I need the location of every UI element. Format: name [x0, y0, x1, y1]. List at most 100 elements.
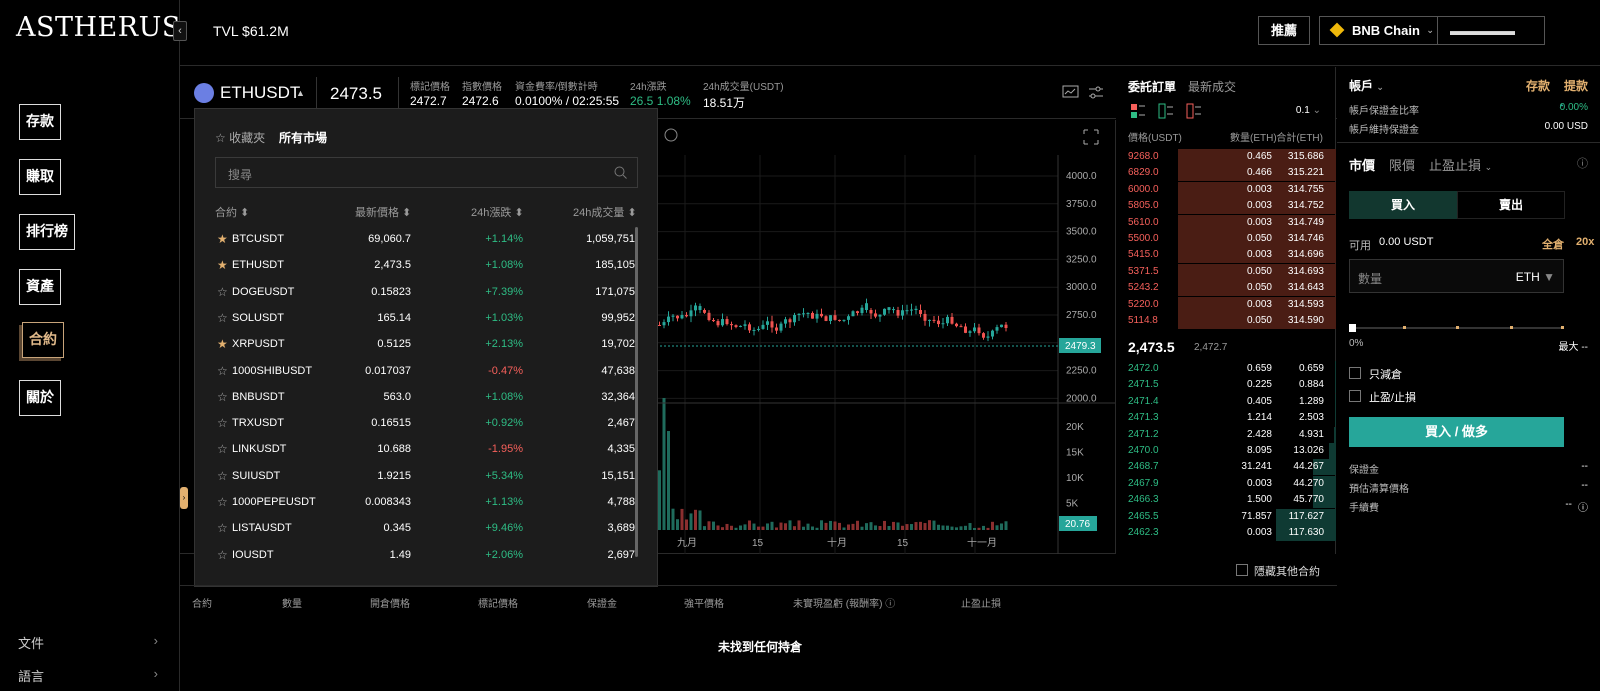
- submit-buy-button[interactable]: 買入 / 做多: [1349, 417, 1564, 447]
- bid-row[interactable]: 2470.0 8.095 13.026: [1116, 443, 1336, 459]
- chart-drawer-handle[interactable]: ›: [180, 487, 188, 509]
- withdraw-link[interactable]: 提款: [1563, 79, 1588, 93]
- star-icon[interactable]: ☆: [217, 547, 228, 562]
- star-icon[interactable]: ☆: [217, 468, 228, 483]
- star-icon[interactable]: ☆: [217, 389, 228, 404]
- info-icon[interactable]: ⓘ: [1577, 158, 1588, 170]
- star-icon[interactable]: ★: [217, 232, 228, 246]
- market-row[interactable]: ☆ DOGEUSDT 0.15823 +7.39% 171,075: [195, 280, 643, 306]
- star-icon[interactable]: ☆: [217, 284, 228, 299]
- chart-type-icon[interactable]: [1062, 85, 1080, 101]
- market-row[interactable]: ☆ SOLUSDT 165.14 +1.03% 99,952: [195, 306, 643, 332]
- symbol-selector[interactable]: ETHUSDT: [220, 83, 301, 102]
- price-chart[interactable]: 4000.03750.03500.03250.03000.02750.02500…: [180, 120, 1116, 554]
- market-row[interactable]: ☆ IOUSDT 1.49 +2.06% 2,697: [195, 543, 643, 569]
- logo[interactable]: ASTHERUS: [16, 12, 181, 43]
- bid-row[interactable]: 2471.3 1.214 2.503: [1116, 410, 1336, 427]
- market-row[interactable]: ☆ 1000PEPEUSDT 0.008343 +1.13% 4,788: [195, 490, 643, 516]
- bid-row[interactable]: 2468.7 31.241 44.267: [1116, 459, 1336, 476]
- ask-row[interactable]: 5415.0 0.003 314.696: [1116, 247, 1336, 264]
- star-icon[interactable]: ☆: [217, 416, 228, 431]
- bid-row[interactable]: 2462.3 0.003 117.630: [1116, 525, 1336, 541]
- market-row[interactable]: ☆ BNBUSDT 563.0 +1.08% 32,364: [195, 385, 643, 411]
- referral-button[interactable]: 推薦: [1258, 16, 1311, 45]
- leverage-button[interactable]: 20x: [1576, 236, 1595, 248]
- buy-tab[interactable]: 買入: [1349, 191, 1457, 219]
- tpsl-checkbox[interactable]: [1349, 390, 1361, 402]
- bid-row[interactable]: 2467.9 0.003 44.270: [1116, 475, 1336, 492]
- docs-link[interactable]: 文件 ›: [18, 633, 158, 652]
- sidebar-collapse-button[interactable]: ‹: [173, 21, 187, 41]
- market-row[interactable]: ☆ TRXUSDT 0.16515 +0.92% 2,467: [195, 411, 643, 437]
- market-row[interactable]: ★ ETHUSDT 2,473.5 +1.08% 185,105: [195, 253, 643, 279]
- quantity-input[interactable]: 數量 ETH ▼: [1349, 259, 1564, 293]
- precision-select[interactable]: 0.1 ⌄: [1295, 105, 1321, 116]
- book-asks-icon[interactable]: [1186, 103, 1202, 119]
- gear-icon[interactable]: [664, 128, 678, 142]
- ask-row[interactable]: 5220.0 0.003 314.593: [1116, 296, 1336, 313]
- bid-row[interactable]: 2465.5 71.857 117.627: [1116, 508, 1336, 525]
- nav-earn[interactable]: 賺取: [19, 159, 61, 195]
- ask-row[interactable]: 5243.2 0.050 314.643: [1116, 280, 1336, 297]
- col-change[interactable]: 24h漲跌 ⬍: [471, 207, 524, 219]
- ask-row[interactable]: 5610.0 0.003 314.749: [1116, 214, 1336, 231]
- star-icon[interactable]: ★: [217, 337, 228, 352]
- bid-row[interactable]: 2472.0 0.659 0.659: [1116, 361, 1336, 377]
- margin-mode-button[interactable]: 全倉: [1542, 239, 1564, 251]
- ask-row[interactable]: 9268.0 0.465 315.686: [1116, 149, 1336, 165]
- nav-about[interactable]: 關於: [19, 380, 61, 416]
- book-both-icon[interactable]: [1130, 103, 1146, 119]
- fee-info-icon[interactable]: ⓘ: [1578, 503, 1588, 514]
- star-icon[interactable]: ☆: [217, 363, 228, 378]
- quantity-unit[interactable]: ETH ▼: [1515, 270, 1555, 284]
- tab-order-book[interactable]: 委託訂單: [1128, 80, 1177, 94]
- col-volume[interactable]: 24h成交量 ⬍: [573, 207, 637, 219]
- nav-leaderboard[interactable]: 排行榜: [19, 214, 75, 250]
- type-market[interactable]: 市價: [1349, 158, 1376, 173]
- col-price[interactable]: 最新價格 ⬍: [355, 207, 412, 219]
- ask-row[interactable]: 5805.0 0.003 314.752: [1116, 198, 1336, 215]
- star-icon[interactable]: ★: [217, 258, 228, 273]
- col-symbol[interactable]: 合約 ⬍: [215, 207, 250, 219]
- wallet-button[interactable]: ▬▬▬▬▬: [1437, 16, 1545, 45]
- hide-others-checkbox[interactable]: [1236, 564, 1248, 576]
- star-icon[interactable]: ☆: [217, 521, 228, 536]
- market-row[interactable]: ☆ LINKUSDT 10.688 -1.95% 4,335: [195, 437, 643, 463]
- bid-row[interactable]: 2471.2 2.428 4.931: [1116, 426, 1336, 443]
- market-row[interactable]: ☆ LISTAUSDT 0.345 +9.46% 3,689: [195, 516, 643, 542]
- nav-futures[interactable]: 合約: [22, 322, 64, 358]
- tab-favorites[interactable]: ☆ 收藏夾: [215, 131, 266, 145]
- ask-row[interactable]: 5500.0 0.050 314.746: [1116, 231, 1336, 247]
- star-icon[interactable]: ☆: [217, 310, 228, 325]
- type-limit[interactable]: 限價: [1389, 158, 1416, 173]
- slider-thumb[interactable]: [1349, 324, 1356, 332]
- sell-tab[interactable]: 賣出: [1457, 191, 1565, 219]
- market-row[interactable]: ☆ SUIUSDT 1.9215 +5.34% 15,151: [195, 464, 643, 490]
- ask-row[interactable]: 5371.5 0.050 314.693: [1116, 263, 1336, 280]
- settings-sliders-icon[interactable]: [1088, 85, 1104, 101]
- language-link[interactable]: 語言 ›: [18, 666, 158, 685]
- bid-row[interactable]: 2466.3 1.500 45.770: [1116, 492, 1336, 509]
- market-search-input[interactable]: 搜尋: [215, 157, 638, 188]
- chain-selector[interactable]: BNB Chain ⌄: [1319, 16, 1443, 45]
- market-row[interactable]: ☆ 1000SHIBUSDT 0.017037 -0.47% 47,638: [195, 359, 643, 385]
- book-bids-icon[interactable]: [1158, 103, 1174, 119]
- market-row[interactable]: ★ BTCUSDT 69,060.7 +1.14% 1,059,751: [195, 227, 643, 253]
- bid-row[interactable]: 2471.4 0.405 1.289: [1116, 393, 1336, 410]
- tab-recent-trades[interactable]: 最新成交: [1188, 80, 1237, 94]
- nav-deposit[interactable]: 存款: [19, 104, 61, 140]
- bid-row[interactable]: 2471.5 0.225 0.884: [1116, 377, 1336, 394]
- reduce-only-checkbox[interactable]: [1349, 367, 1361, 379]
- fullscreen-icon[interactable]: [1083, 129, 1099, 145]
- star-icon[interactable]: ☆: [217, 442, 228, 457]
- ask-row[interactable]: 6829.0 0.466 315.221: [1116, 165, 1336, 182]
- ask-row[interactable]: 5114.8 0.050 314.590: [1116, 313, 1336, 329]
- market-row[interactable]: ★ XRPUSDT 0.5125 +2.13% 19,702: [195, 332, 643, 358]
- tab-all-markets[interactable]: 所有市場: [279, 131, 328, 145]
- caret-up-icon[interactable]: ▲: [296, 88, 305, 98]
- ask-row[interactable]: 6000.0 0.003 314.755: [1116, 181, 1336, 198]
- type-tpsl[interactable]: 止盈止損 ⌄: [1429, 158, 1493, 173]
- nav-assets[interactable]: 資產: [19, 269, 61, 305]
- deposit-link[interactable]: 存款: [1525, 79, 1550, 93]
- scrollbar[interactable]: [635, 227, 638, 557]
